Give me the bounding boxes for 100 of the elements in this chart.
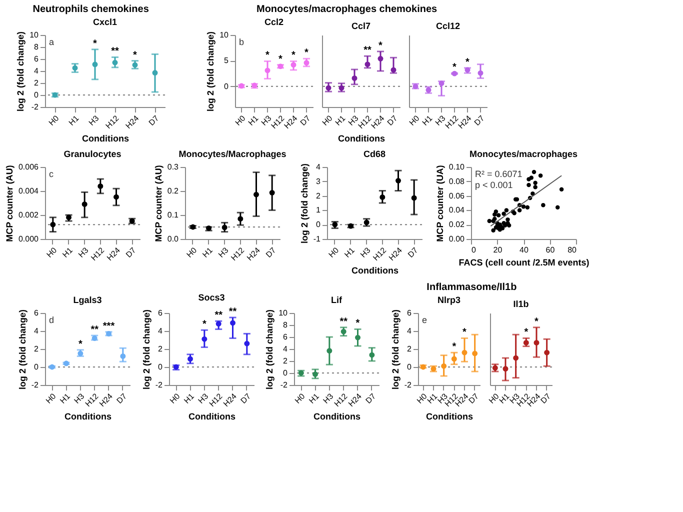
x-tick-label: H1 xyxy=(246,113,261,128)
y-tick-label: 2 xyxy=(407,344,412,354)
y-tick-label: 4 xyxy=(407,326,412,336)
x-tick-label: H1 xyxy=(182,391,196,406)
annotation: * xyxy=(356,318,360,330)
annotation: * xyxy=(304,48,309,59)
annotation: a xyxy=(49,37,54,47)
y-tick-label: 2 xyxy=(283,356,288,366)
annotation: * xyxy=(93,38,98,50)
annotation: * xyxy=(452,62,457,74)
annotation: d xyxy=(49,315,54,325)
y-axis-title: log 2 (fold change) xyxy=(390,310,400,390)
x-tick-label: H3 xyxy=(87,113,102,128)
chart-title: Lgals3 xyxy=(73,295,102,305)
x-tick-label: H0 xyxy=(326,245,341,260)
y-tick-label: 0 xyxy=(34,362,40,372)
annotation: b xyxy=(239,37,244,47)
x-tick-label: H1 xyxy=(307,391,322,406)
y-tick-label: 2 xyxy=(34,344,40,354)
chart-title: Inflammasome/Il1b xyxy=(426,282,517,293)
x-tick-label: D7 xyxy=(238,391,253,406)
y-tick-label: -2 xyxy=(31,380,40,390)
y-tick-label: 4 xyxy=(34,66,40,76)
annotation: * xyxy=(452,342,456,353)
text: Monocytes/macrophages chemokines xyxy=(256,4,438,15)
x-axis-title: FACS (cell count /2.5M events) xyxy=(458,258,590,268)
y-tick-label: -2 xyxy=(155,380,164,390)
y-axis-title: log 2 (fold change) xyxy=(264,310,275,390)
y-tick-label: 1 xyxy=(316,206,322,215)
y-tick-label: -2 xyxy=(404,380,412,390)
x-tick-label: H12 xyxy=(371,245,388,263)
y-tick-label: 0.08 xyxy=(448,176,466,186)
chart-title: Neutrophils chemokines xyxy=(32,4,150,15)
annotation: e xyxy=(422,315,428,325)
y-tick-label: 6 xyxy=(34,54,40,64)
y-tick-label: 0.0 xyxy=(167,234,180,244)
annotation: ** xyxy=(214,310,223,322)
annotation: * xyxy=(78,338,82,350)
annotation: ** xyxy=(90,324,99,336)
x-axis-title: Conditions xyxy=(82,134,129,144)
y-tick-label: 3 xyxy=(316,176,322,186)
x-axis-title: Conditions xyxy=(314,412,360,422)
y-axis-title: log 2 (fold change) xyxy=(141,310,152,390)
chart-subtitle: Nlrp3 xyxy=(437,295,461,305)
y-tick-label: 0.002 xyxy=(18,210,40,220)
x-tick-label: D7 xyxy=(466,391,481,406)
x-tick-label: H0 xyxy=(44,391,58,406)
x-tick-label: D7 xyxy=(386,113,400,128)
y-tick-label: -2 xyxy=(280,380,288,390)
chart-title: Cd68 xyxy=(363,149,386,159)
x-axis-title: Conditions xyxy=(188,412,236,422)
x-tick-label: D7 xyxy=(114,391,129,406)
x-tick-label: H24 xyxy=(245,245,262,263)
x-tick-label: H0 xyxy=(184,245,199,260)
x-tick-label: D7 xyxy=(472,113,487,128)
y-tick-label: 0 xyxy=(283,368,288,378)
x-tick-label: 20 xyxy=(493,246,503,254)
chart-title: Socs3 xyxy=(198,292,225,302)
chart-title: Lif xyxy=(331,295,343,305)
chart-title: Monocytes/macrophages xyxy=(469,149,578,159)
y-tick-label: 4 xyxy=(34,326,40,336)
x-tick-label: H3 xyxy=(358,245,373,260)
y-tick-label: 0 xyxy=(316,220,322,230)
y-tick-label: 10 xyxy=(30,30,40,40)
y-tick-label: 4 xyxy=(158,326,164,336)
x-tick-label: H3 xyxy=(216,245,231,260)
y-axis-title: log 2 (fold change) xyxy=(17,310,28,390)
x-tick-label: H0 xyxy=(44,245,59,260)
y-tick-label: 8 xyxy=(283,320,288,330)
y-tick-label: 0.06 xyxy=(448,191,466,200)
x-tick-label: 40 xyxy=(520,246,529,254)
annotation: *** xyxy=(102,320,115,332)
x-tick-label: H1 xyxy=(334,113,348,128)
annotation: R² = 0.6071 xyxy=(475,169,522,179)
x-tick-label: H0 xyxy=(47,113,62,128)
x-tick-label: D7 xyxy=(264,245,278,260)
x-tick-label: H12 xyxy=(89,245,106,263)
annotation: * xyxy=(378,40,383,52)
x-axis-title: Conditions xyxy=(64,412,112,422)
x-tick-label: H0 xyxy=(408,113,422,128)
annotation: * xyxy=(266,50,270,62)
y-tick-label: 4 xyxy=(316,162,322,172)
annotation: * xyxy=(466,56,470,68)
y-tick-label: 0.02 xyxy=(448,220,466,230)
y-tick-label: 0.2 xyxy=(167,186,180,196)
chart-subtitle: Ccl7 xyxy=(351,21,371,31)
y-tick-label: 2 xyxy=(316,191,322,200)
y-tick-label: 6 xyxy=(158,308,164,318)
y-tick-label: 2 xyxy=(158,344,164,354)
x-axis-title: Conditions xyxy=(426,412,473,422)
y-tick-label: -2 xyxy=(31,102,40,112)
chart-subtitle: Ccl2 xyxy=(264,17,284,27)
x-tick-label: H0 xyxy=(234,113,248,128)
y-tick-label: 8 xyxy=(34,42,40,52)
annotation: ** xyxy=(340,316,348,328)
y-tick-label: 0 xyxy=(34,90,40,100)
y-tick-label: 0 xyxy=(407,362,412,372)
x-tick-label: H1 xyxy=(67,113,82,128)
y-tick-label: 5 xyxy=(224,56,230,66)
y-tick-label: 0.004 xyxy=(18,186,40,196)
